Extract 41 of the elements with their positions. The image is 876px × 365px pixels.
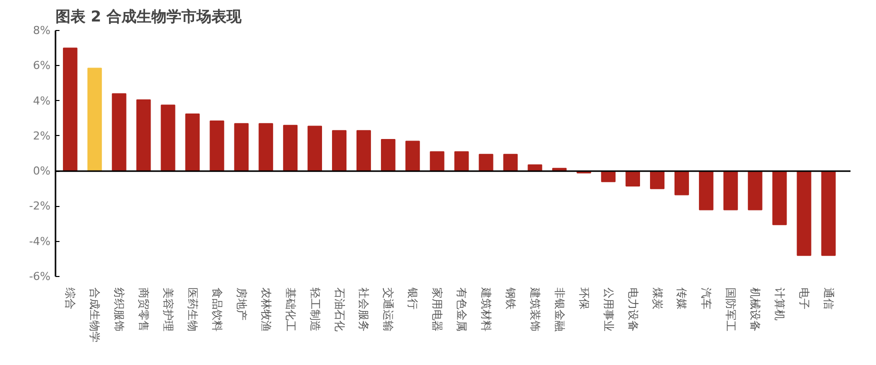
x-tick-label: 交通运输 [382,288,395,332]
y-tick-label: 0% [33,164,50,178]
x-tick-label: 合成生物学 [88,288,102,342]
x-tick-label: 煤炭 [650,288,664,310]
x-tick-label: 家用电器 [430,288,444,332]
x-tick-label: 国防军工 [724,288,738,332]
x-tick-label: 医药生物 [186,288,199,332]
x-tick-label: 计算机 [773,288,786,320]
x-tick-label: 有色金属 [455,288,468,332]
x-tick-label: 电力设备 [626,288,640,332]
y-tick-label: 6% [33,59,50,72]
y-tick-label: -4% [29,234,50,248]
x-tick-label: 公用事业 [602,288,615,332]
y-tick-label: -6% [29,270,50,283]
x-tick-label: 汽车 [700,288,713,310]
x-tick-label: 通信 [822,288,835,310]
x-tick-label: 环保 [577,288,590,310]
x-tick-label: 机械设备 [748,288,762,332]
x-tick-label: 商贸零售 [137,288,150,332]
x-tick-label: 电子 [798,288,811,310]
x-tick-label: 非银金融 [552,288,566,332]
y-tick-label: 4% [33,94,50,108]
x-tick-label: 综合 [64,288,77,310]
x-tick-label: 社会服务 [357,288,370,332]
x-tick-label: 建筑装饰 [528,286,542,332]
x-tick-label: 食品饮料 [210,288,224,332]
x-tick-label: 建筑材料 [480,286,493,332]
y-tick-label: 8% [33,24,50,37]
x-tick-label: 基础化工 [284,288,297,332]
x-tick-label: 银行 [406,286,420,310]
x-tick-label: 钢铁 [504,286,517,310]
chart-title: 图表 2 合成生物学市场表现 [56,8,242,26]
y-tick-label: 2% [33,129,50,142]
x-tick-label: 农林牧渔 [259,288,272,332]
x-tick-label: 石油石化 [332,288,346,332]
x-tick-label: 房地产 [234,288,248,320]
x-tick-label: 纺织服饰 [112,288,126,332]
x-tick-label: 美容护理 [162,288,175,332]
x-tick-label: 轻工制造 [308,288,322,332]
y-tick-label: -2% [29,200,50,213]
x-tick-label: 传媒 [675,288,688,310]
